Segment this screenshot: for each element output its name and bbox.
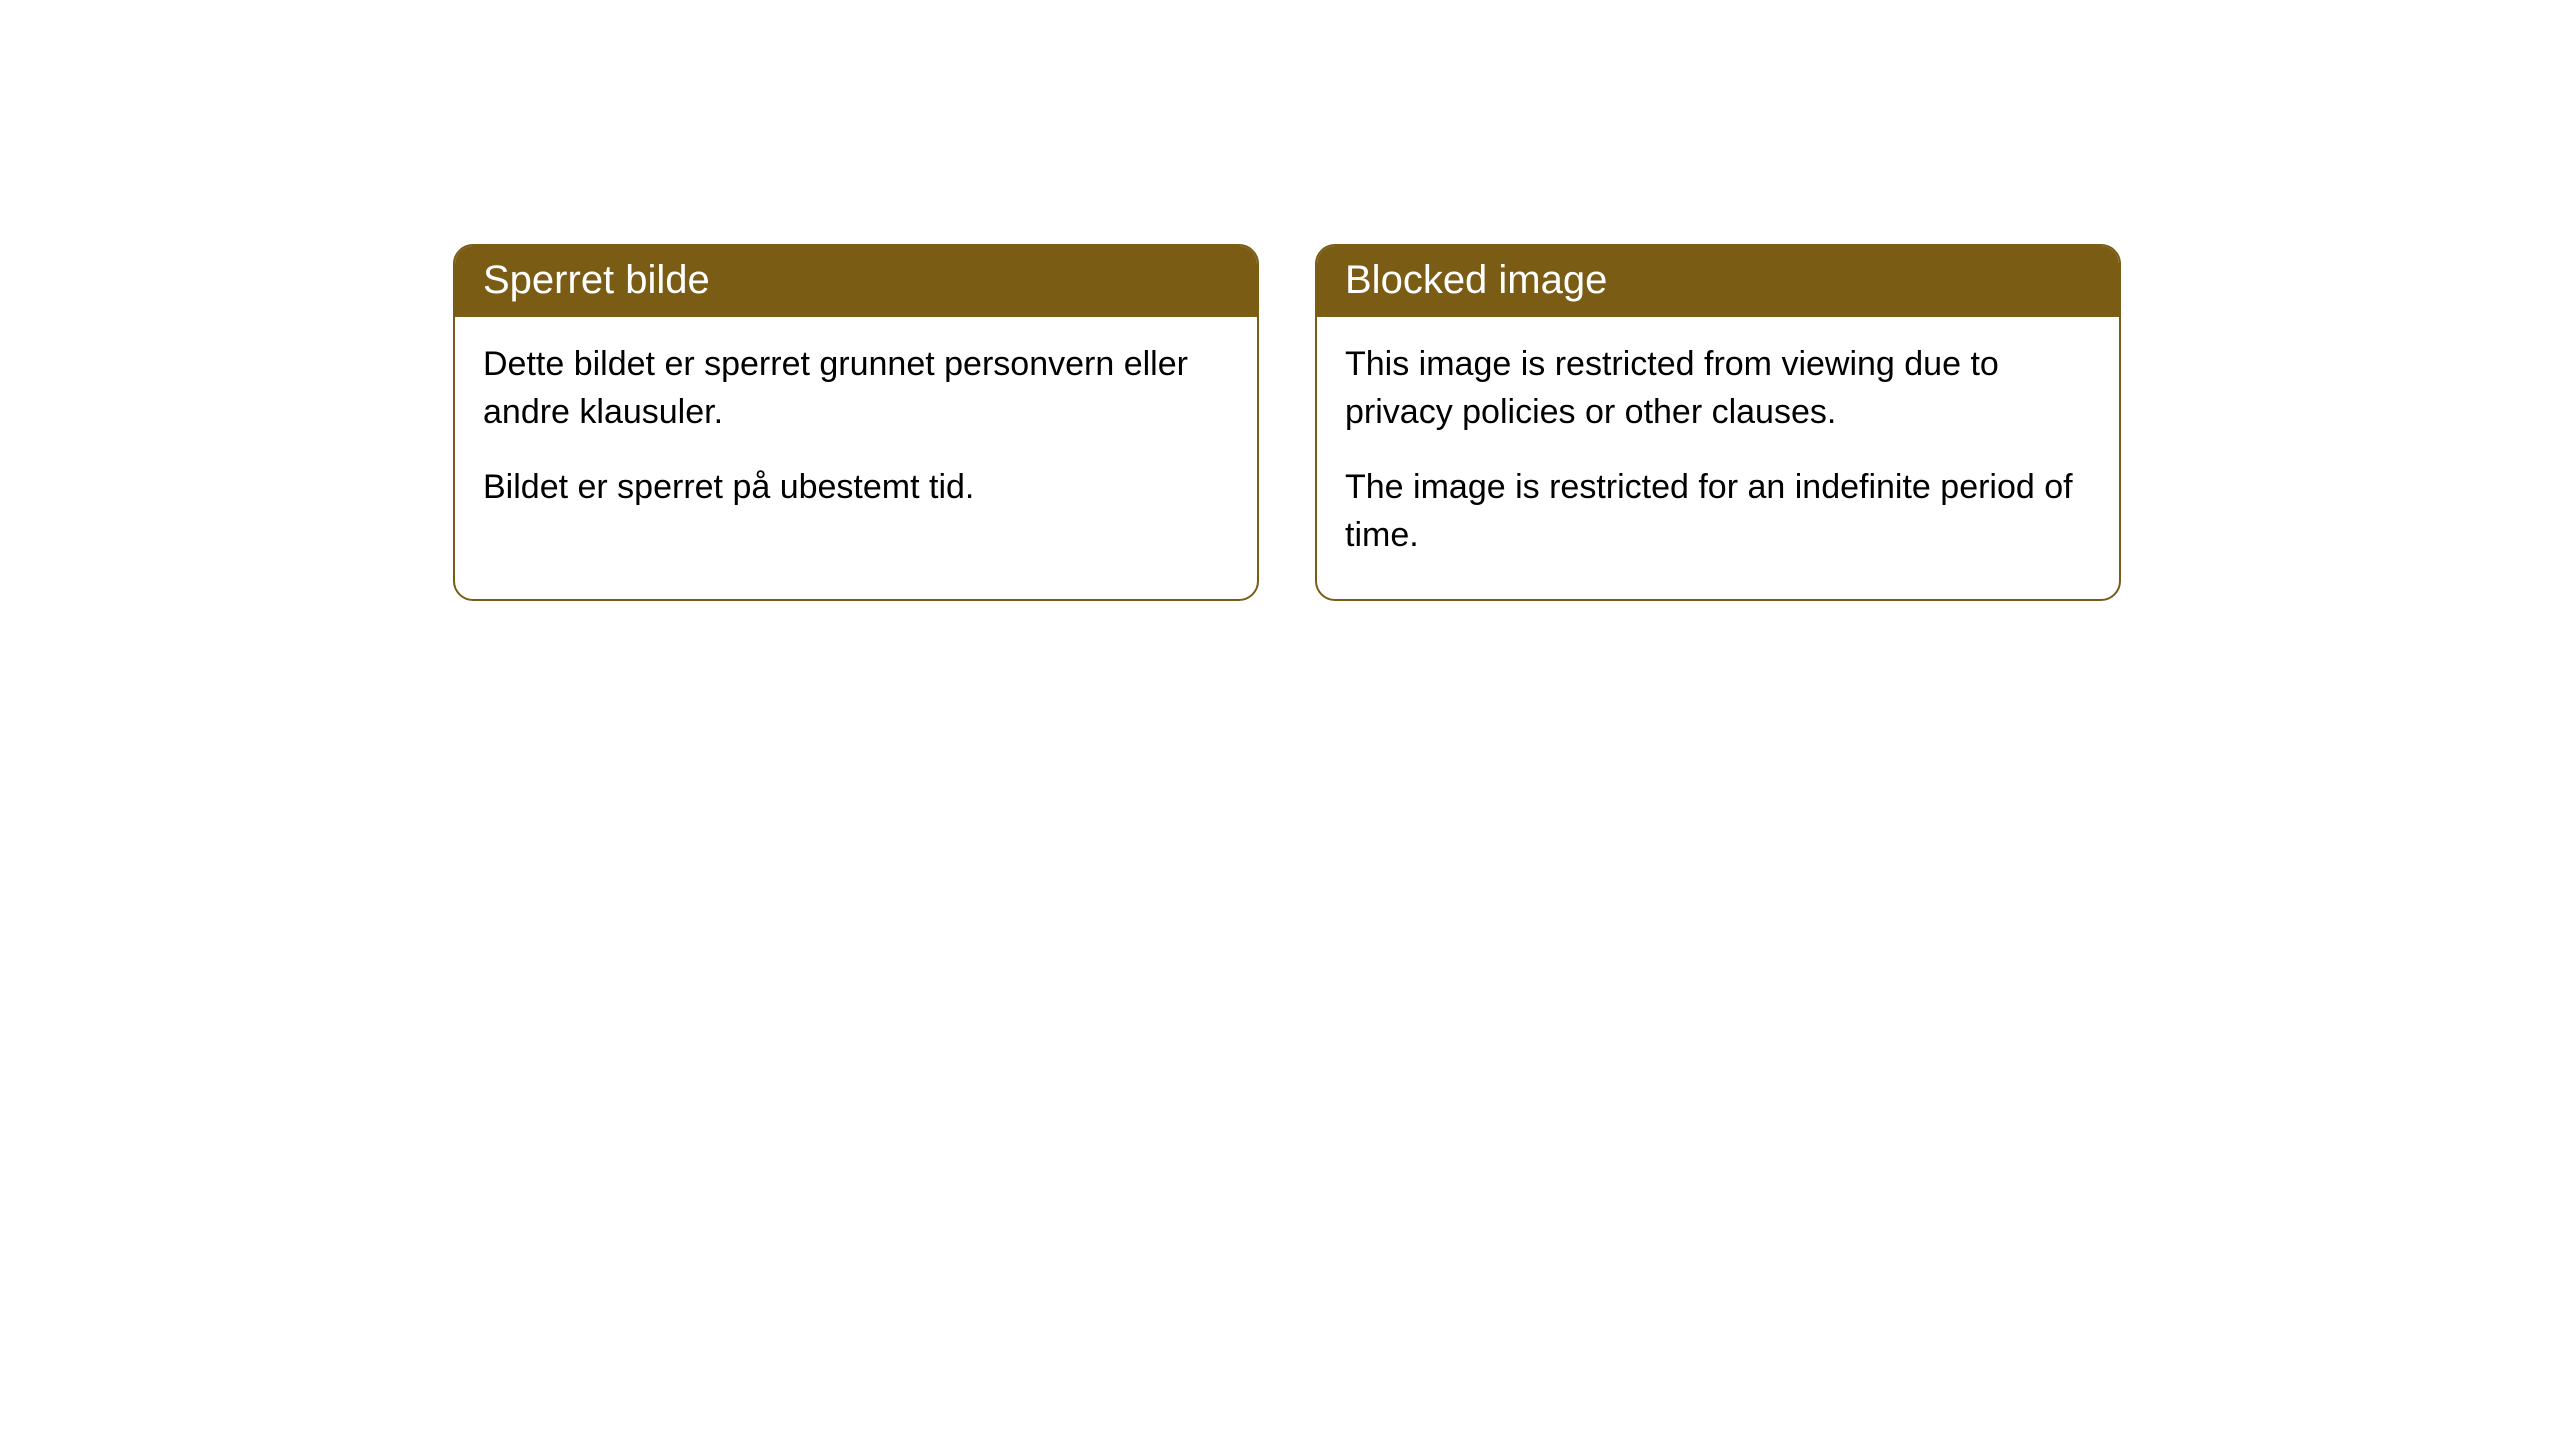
card-header-english: Blocked image — [1317, 246, 2119, 317]
card-header-norwegian: Sperret bilde — [455, 246, 1257, 317]
card-body-norwegian: Dette bildet er sperret grunnet personve… — [455, 317, 1257, 552]
card-english: Blocked image This image is restricted f… — [1315, 244, 2121, 601]
card-paragraph: This image is restricted from viewing du… — [1345, 341, 2091, 436]
card-paragraph: Bildet er sperret på ubestemt tid. — [483, 464, 1229, 512]
card-paragraph: The image is restricted for an indefinit… — [1345, 464, 2091, 559]
card-paragraph: Dette bildet er sperret grunnet personve… — [483, 341, 1229, 436]
card-body-english: This image is restricted from viewing du… — [1317, 317, 2119, 599]
card-norwegian: Sperret bilde Dette bildet er sperret gr… — [453, 244, 1259, 601]
cards-container: Sperret bilde Dette bildet er sperret gr… — [453, 244, 2560, 601]
